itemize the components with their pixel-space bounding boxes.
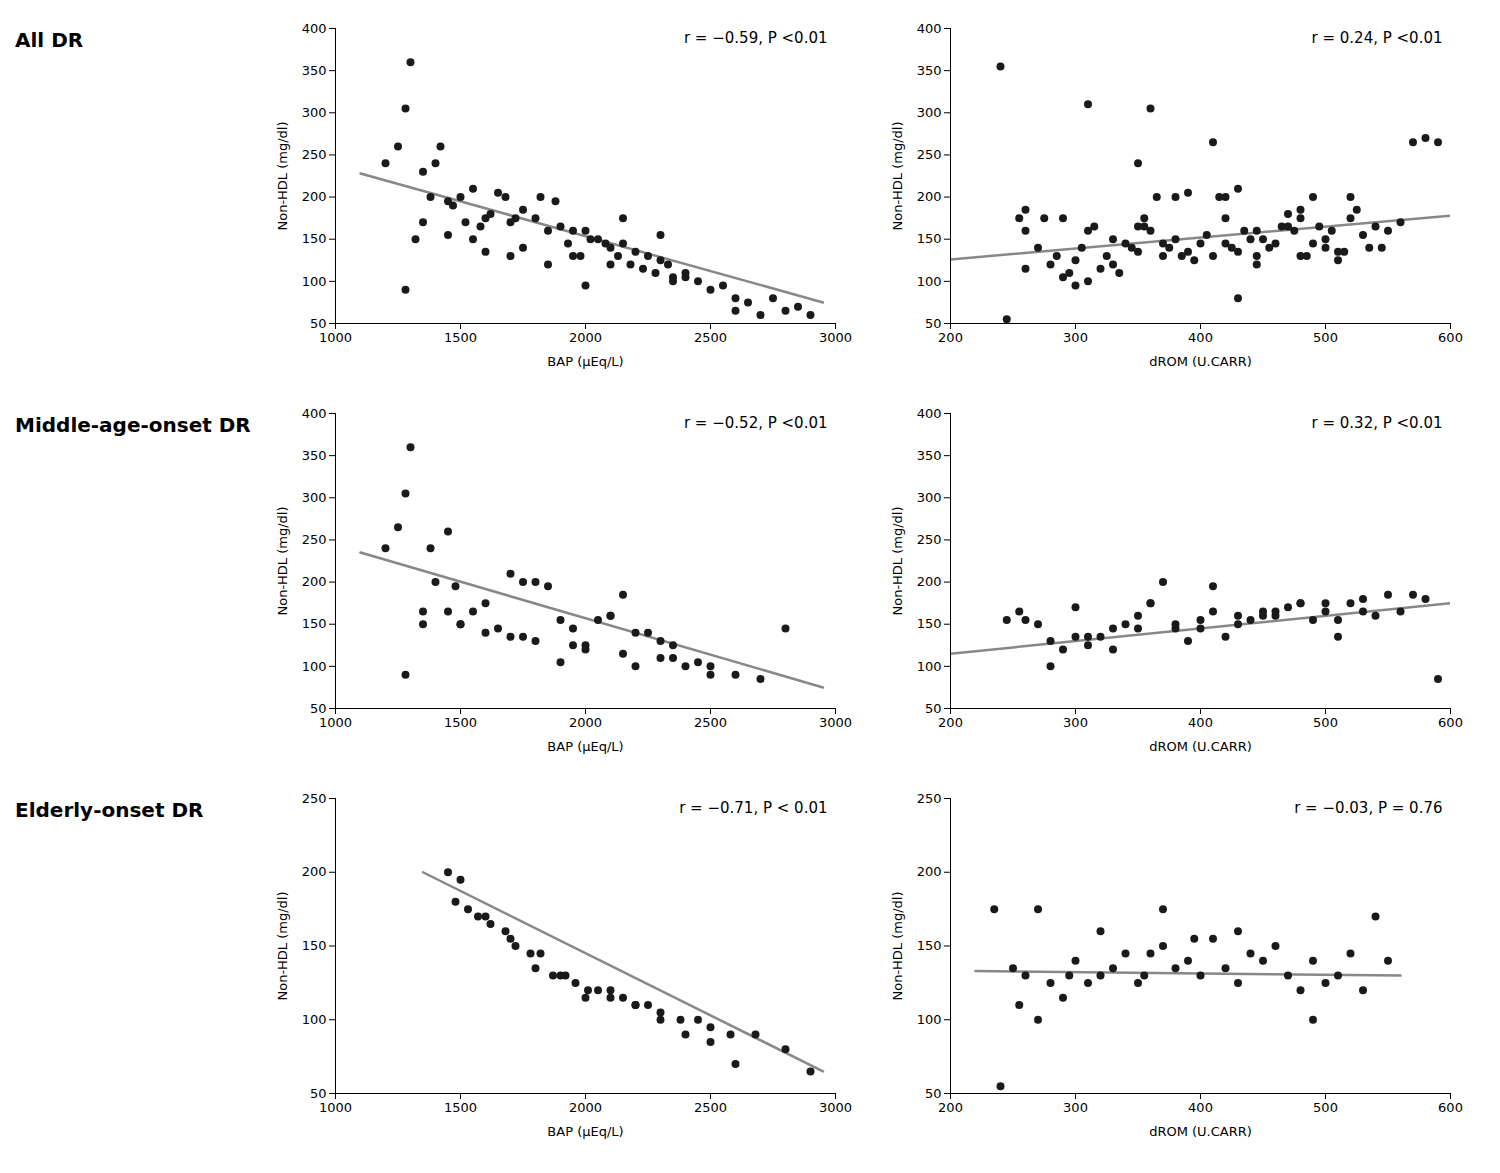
svg-text:500: 500 — [1313, 715, 1338, 730]
svg-text:2000: 2000 — [569, 715, 602, 730]
svg-text:300: 300 — [917, 105, 942, 120]
svg-text:300: 300 — [1063, 1100, 1088, 1115]
svg-text:300: 300 — [917, 490, 942, 505]
svg-text:Non-HDL (mg/dl): Non-HDL (mg/dl) — [890, 891, 905, 1000]
svg-text:200: 200 — [938, 715, 963, 730]
svg-text:600: 600 — [1438, 715, 1463, 730]
svg-text:400: 400 — [302, 406, 327, 421]
svg-text:150: 150 — [917, 938, 942, 953]
svg-text:250: 250 — [917, 147, 942, 162]
svg-text:300: 300 — [302, 105, 327, 120]
svg-text:200: 200 — [917, 189, 942, 204]
svg-text:400: 400 — [1188, 715, 1213, 730]
svg-text:2500: 2500 — [694, 1100, 727, 1115]
svg-text:BAP (μEq/L): BAP (μEq/L) — [547, 1124, 623, 1139]
svg-text:1000: 1000 — [319, 1100, 352, 1115]
svg-text:1500: 1500 — [444, 1100, 477, 1115]
svg-text:50: 50 — [310, 701, 327, 716]
svg-text:300: 300 — [302, 490, 327, 505]
svg-text:150: 150 — [302, 616, 327, 631]
svg-text:600: 600 — [1438, 330, 1463, 345]
svg-text:50: 50 — [925, 316, 942, 331]
svg-text:400: 400 — [917, 21, 942, 36]
svg-text:Non-HDL (mg/dl): Non-HDL (mg/dl) — [890, 506, 905, 615]
svg-text:400: 400 — [917, 406, 942, 421]
svg-text:100: 100 — [302, 659, 327, 674]
svg-text:150: 150 — [302, 231, 327, 246]
svg-text:100: 100 — [917, 274, 942, 289]
svg-text:r = −0.59, P <0.01: r = −0.59, P <0.01 — [684, 29, 828, 47]
svg-text:50: 50 — [925, 1086, 942, 1101]
svg-text:100: 100 — [917, 659, 942, 674]
svg-text:dROM (U.CARR): dROM (U.CARR) — [1149, 1124, 1252, 1139]
svg-text:200: 200 — [917, 864, 942, 879]
svg-text:3000: 3000 — [819, 715, 852, 730]
svg-text:500: 500 — [1313, 1100, 1338, 1115]
svg-text:200: 200 — [938, 1100, 963, 1115]
svg-text:BAP (μEq/L): BAP (μEq/L) — [547, 354, 623, 369]
svg-text:50: 50 — [310, 316, 327, 331]
html-text:Elderly-onset DR: Elderly-onset DR — [15, 798, 204, 822]
html-text:All DR: All DR — [15, 28, 84, 52]
html-text:Middle-age-onset DR: Middle-age-onset DR — [15, 413, 251, 437]
svg-text:1000: 1000 — [319, 330, 352, 345]
svg-text:250: 250 — [917, 532, 942, 547]
svg-text:350: 350 — [302, 448, 327, 463]
svg-text:350: 350 — [917, 448, 942, 463]
svg-text:250: 250 — [917, 791, 942, 806]
svg-text:50: 50 — [925, 701, 942, 716]
svg-text:dROM (U.CARR): dROM (U.CARR) — [1149, 739, 1252, 754]
svg-text:200: 200 — [302, 574, 327, 589]
svg-text:100: 100 — [917, 1012, 942, 1027]
svg-text:150: 150 — [302, 938, 327, 953]
svg-text:BAP (μEq/L): BAP (μEq/L) — [547, 739, 623, 754]
svg-text:300: 300 — [1063, 715, 1088, 730]
svg-text:r = −0.71, P < 0.01: r = −0.71, P < 0.01 — [679, 799, 827, 817]
svg-text:dROM (U.CARR): dROM (U.CARR) — [1149, 354, 1252, 369]
svg-text:300: 300 — [1063, 330, 1088, 345]
svg-text:2000: 2000 — [569, 1100, 602, 1115]
svg-text:250: 250 — [302, 532, 327, 547]
svg-text:400: 400 — [1188, 1100, 1213, 1115]
svg-text:200: 200 — [938, 330, 963, 345]
svg-text:600: 600 — [1438, 1100, 1463, 1115]
svg-text:100: 100 — [302, 274, 327, 289]
svg-text:350: 350 — [302, 63, 327, 78]
svg-text:350: 350 — [917, 63, 942, 78]
svg-text:400: 400 — [1188, 330, 1213, 345]
svg-text:100: 100 — [302, 1012, 327, 1027]
svg-text:200: 200 — [917, 574, 942, 589]
svg-text:Non-HDL (mg/dl): Non-HDL (mg/dl) — [275, 891, 290, 1000]
svg-text:200: 200 — [302, 864, 327, 879]
svg-text:2500: 2500 — [694, 330, 727, 345]
svg-text:Non-HDL (mg/dl): Non-HDL (mg/dl) — [275, 121, 290, 230]
svg-text:50: 50 — [310, 1086, 327, 1101]
svg-text:1000: 1000 — [319, 715, 352, 730]
svg-text:r = 0.32, P <0.01: r = 0.32, P <0.01 — [1312, 414, 1443, 432]
svg-text:3000: 3000 — [819, 1100, 852, 1115]
svg-text:3000: 3000 — [819, 330, 852, 345]
svg-text:1500: 1500 — [444, 715, 477, 730]
svg-text:r = 0.24, P <0.01: r = 0.24, P <0.01 — [1312, 29, 1443, 47]
svg-text:2500: 2500 — [694, 715, 727, 730]
svg-text:1500: 1500 — [444, 330, 477, 345]
svg-text:250: 250 — [302, 791, 327, 806]
svg-text:Non-HDL (mg/dl): Non-HDL (mg/dl) — [890, 121, 905, 230]
svg-text:r = −0.03, P = 0.76: r = −0.03, P = 0.76 — [1294, 799, 1442, 817]
svg-text:2000: 2000 — [569, 330, 602, 345]
svg-text:Non-HDL (mg/dl): Non-HDL (mg/dl) — [275, 506, 290, 615]
svg-text:250: 250 — [302, 147, 327, 162]
svg-text:150: 150 — [917, 616, 942, 631]
svg-text:200: 200 — [302, 189, 327, 204]
svg-text:500: 500 — [1313, 330, 1338, 345]
svg-text:r = −0.52, P <0.01: r = −0.52, P <0.01 — [684, 414, 828, 432]
svg-text:400: 400 — [302, 21, 327, 36]
svg-text:150: 150 — [917, 231, 942, 246]
